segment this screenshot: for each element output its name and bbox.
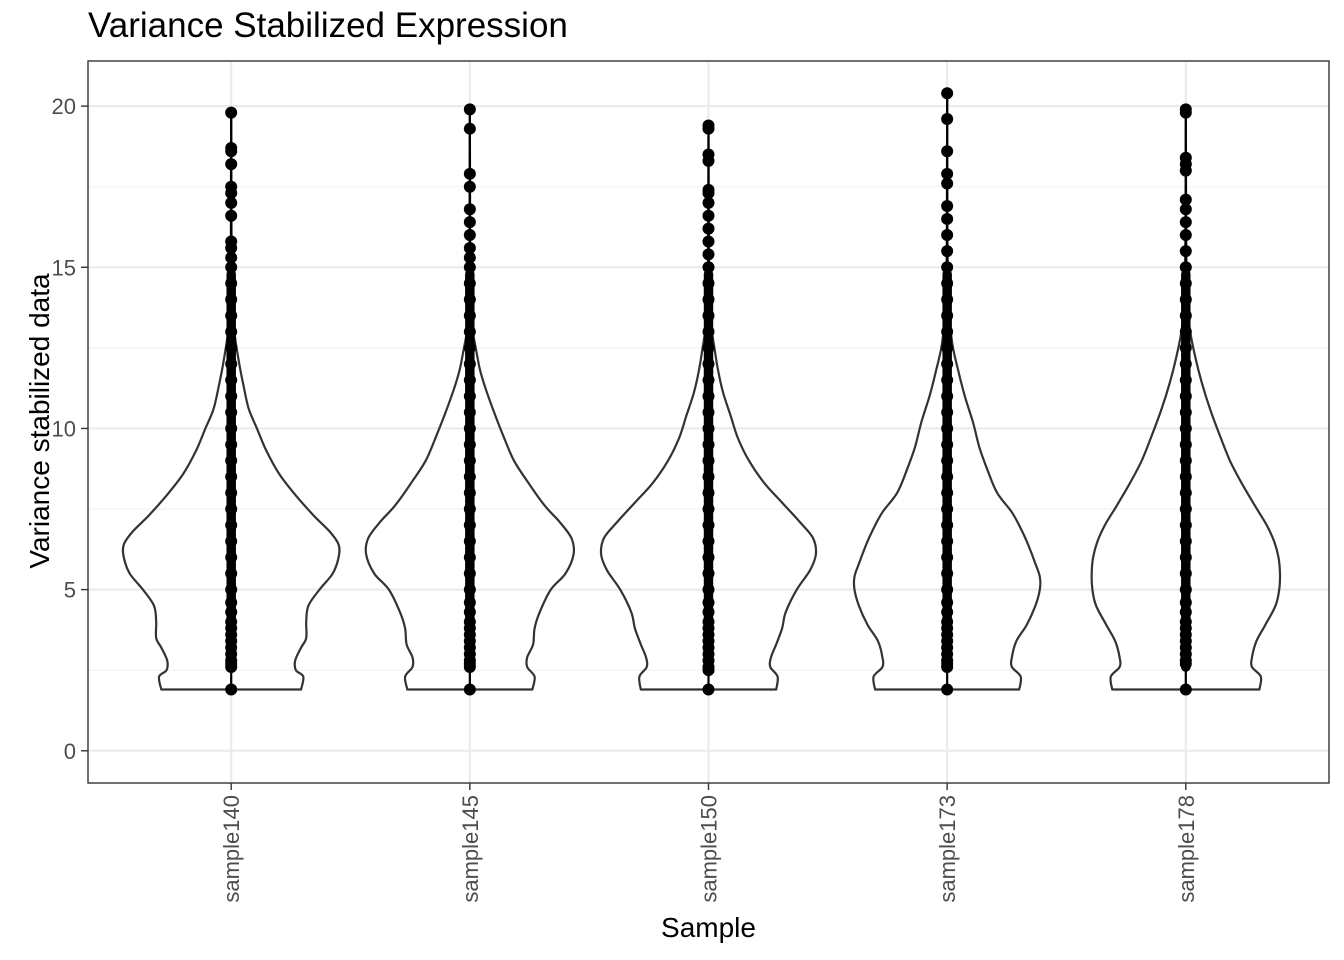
axes: 0 5 10 15 20 sample140 sample145 sample150 sampl… (52, 94, 1199, 903)
x-tick-label: sample140 (219, 795, 244, 903)
x-axis-title: Sample (661, 912, 756, 943)
y-tick-label: 15 (52, 255, 76, 280)
violins (121, 92, 1282, 691)
y-tick-label: 20 (52, 94, 76, 119)
y-tick-label: 10 (52, 416, 76, 441)
x-tick-label: sample145 (458, 795, 483, 903)
x-tick-label: sample178 (1174, 795, 1199, 903)
x-tick-label: sample150 (697, 795, 722, 903)
y-tick-label: 0 (64, 739, 76, 764)
y-tick-label: 5 (64, 578, 76, 603)
x-tick-label: sample173 (935, 795, 960, 903)
chart-title: Variance Stabilized Expression (88, 6, 568, 45)
data-points (225, 87, 1192, 696)
